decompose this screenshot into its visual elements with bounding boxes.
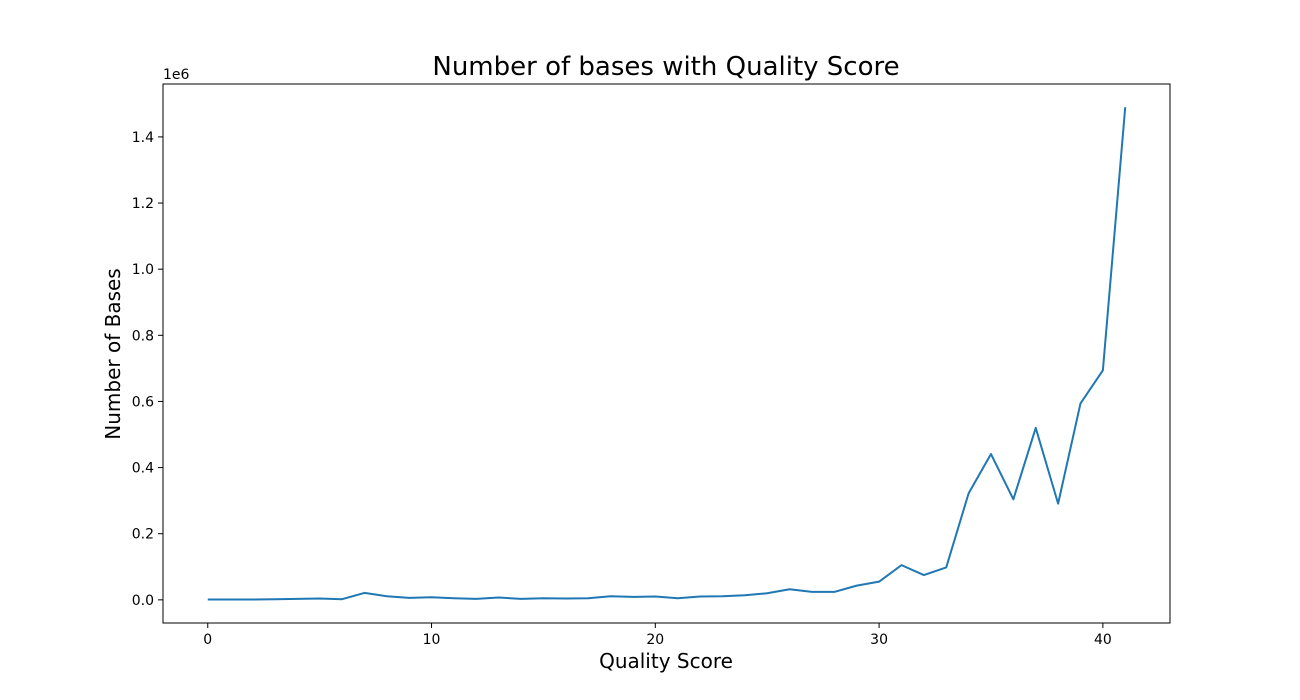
y-tick-label: 0.8: [132, 328, 154, 344]
y-axis-label: Number of Bases: [101, 268, 125, 439]
x-tick-label: 10: [423, 632, 441, 648]
y-tick-label: 1.4: [132, 130, 154, 146]
axes-frame: [162, 83, 1171, 624]
y-tick-label: 0.2: [132, 527, 154, 543]
y-tick-label: 0.6: [132, 394, 154, 410]
series-line-0: [207, 107, 1127, 601]
y-tick-label: 0.4: [132, 461, 154, 477]
y-tick-label: 1.0: [132, 262, 154, 278]
x-tick-label: 0: [203, 632, 212, 648]
plot-area: 0 10 20 30 40 0.0 0.2 0.4 0.6 0.8 1.0 1.2 1.4: [132, 83, 1171, 648]
y-tick-label: 0.0: [132, 593, 154, 609]
y-tick-label: 1.2: [132, 196, 154, 212]
chart-title: Number of bases with Quality Score: [432, 52, 899, 82]
x-tick-label: 40: [1094, 632, 1112, 648]
y-axis-offset-label: 1e6: [163, 67, 190, 83]
x-axis-label: Quality Score: [599, 649, 733, 673]
x-tick-label: 20: [646, 632, 664, 648]
x-tick-label: 30: [870, 632, 888, 648]
